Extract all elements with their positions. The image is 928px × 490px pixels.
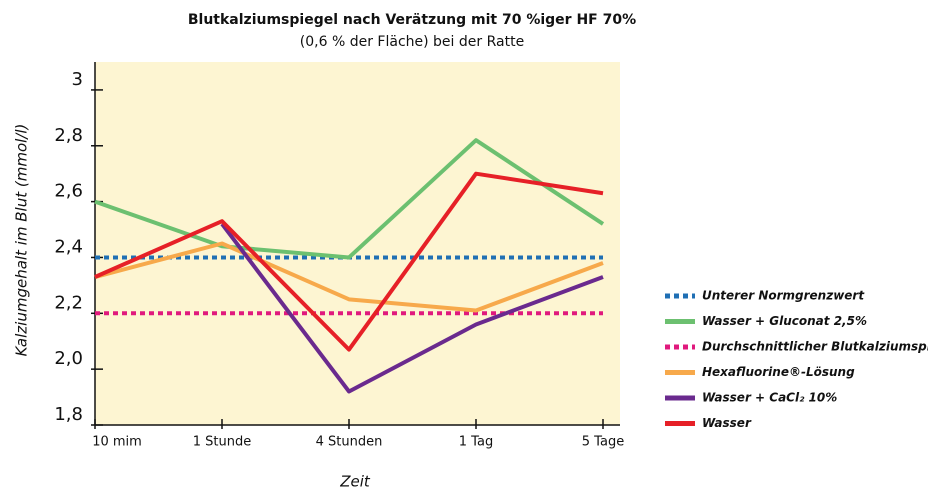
legend-label: Hexafluorine®-Lösung <box>702 365 855 379</box>
plot-background <box>95 62 620 425</box>
series-line <box>94 171 604 352</box>
legend-label: Wasser <box>702 416 752 430</box>
y-tick-label: 2,8 <box>54 125 83 146</box>
legend-label: Durchschnittlicher Blutkalziumspiegel <box>702 340 928 354</box>
y-tick-label: 3 <box>72 69 83 90</box>
y-axis-label: Kalziumgehalt im Blut (mmol/l) <box>13 124 31 357</box>
x-tick-label: 5 Tage <box>582 435 624 450</box>
y-tick-label: 2,0 <box>54 348 83 369</box>
chart-title: Blutkalziumspiegel nach Verätzung mit 70… <box>188 12 636 28</box>
y-tick-label: 1,8 <box>54 404 83 425</box>
legend-label: Wasser + CaCl₂ 10% <box>702 391 837 405</box>
chart-subtitle: (0,6 % der Fläche) bei der Ratte <box>300 34 524 50</box>
series-line <box>94 241 604 313</box>
series-line <box>94 138 605 260</box>
y-tick-label: 2,4 <box>54 236 83 257</box>
x-tick-label: 1 Stunde <box>193 435 251 450</box>
legend-label: Unterer Normgrenzwert <box>702 289 865 303</box>
y-tick-label: 2,6 <box>54 181 83 202</box>
x-axis-label: Zeit <box>339 473 371 490</box>
y-tick-label: 2,2 <box>54 292 83 313</box>
x-tick-label: 1 Tag <box>459 435 493 450</box>
x-tick-label: 10 mim <box>92 435 142 450</box>
x-tick-label: 4 Stunden <box>316 435 383 450</box>
legend-label: Wasser + Gluconat 2,5% <box>702 314 867 328</box>
series-line <box>220 222 604 394</box>
